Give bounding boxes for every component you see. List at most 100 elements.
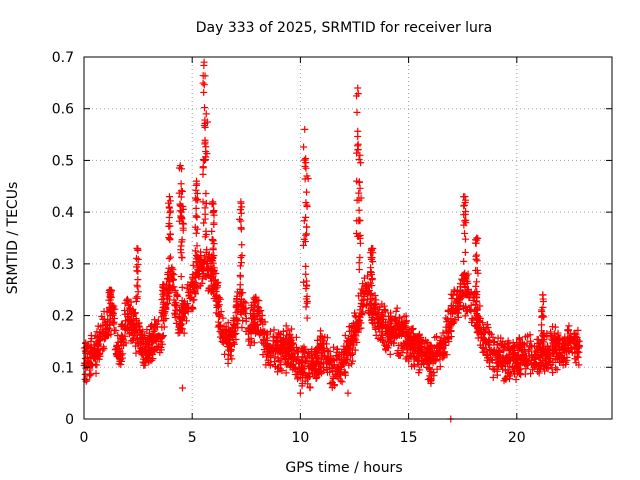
data-point xyxy=(554,340,562,348)
data-point xyxy=(461,269,469,277)
data-point xyxy=(430,368,438,376)
data-point xyxy=(360,274,368,282)
data-point xyxy=(117,360,125,368)
data-point xyxy=(551,356,559,364)
data-point xyxy=(203,260,211,268)
data-point xyxy=(464,307,472,315)
data-point xyxy=(284,326,292,334)
data-point xyxy=(457,295,465,303)
data-point xyxy=(201,119,209,127)
data-point xyxy=(127,298,135,306)
data-point xyxy=(532,348,540,356)
data-point xyxy=(179,219,187,227)
data-point xyxy=(437,334,445,342)
data-point xyxy=(472,282,480,290)
data-point xyxy=(521,345,529,353)
data-point xyxy=(137,343,145,351)
data-point xyxy=(270,358,278,366)
data-point xyxy=(193,213,201,221)
data-point xyxy=(360,289,368,297)
data-point xyxy=(133,294,141,302)
data-point xyxy=(375,322,383,330)
data-point xyxy=(214,278,222,286)
data-point xyxy=(401,343,409,351)
data-point xyxy=(522,352,530,360)
data-point xyxy=(364,309,372,317)
data-point xyxy=(87,344,95,352)
data-point xyxy=(141,346,149,354)
data-point xyxy=(461,312,469,320)
data-point xyxy=(547,328,555,336)
data-point xyxy=(192,258,200,266)
data-point xyxy=(293,370,301,378)
data-point xyxy=(154,342,162,350)
data-point xyxy=(354,146,362,154)
data-point xyxy=(177,180,185,188)
data-point xyxy=(100,345,108,353)
data-point xyxy=(303,281,311,289)
data-point xyxy=(357,324,365,332)
data-point xyxy=(200,88,208,96)
data-point xyxy=(353,92,361,100)
data-point xyxy=(409,325,417,333)
data-point xyxy=(508,363,516,371)
data-point xyxy=(207,282,215,290)
data-point xyxy=(109,319,117,327)
data-point xyxy=(299,374,307,382)
data-point xyxy=(238,324,246,332)
data-point xyxy=(333,364,341,372)
data-point xyxy=(242,304,250,312)
data-point xyxy=(225,343,233,351)
data-point xyxy=(371,292,379,300)
data-point xyxy=(296,389,304,397)
data-point xyxy=(277,358,285,366)
data-point xyxy=(164,299,172,307)
data-point xyxy=(224,319,232,327)
data-point xyxy=(368,275,376,283)
data-point xyxy=(321,333,329,341)
data-point xyxy=(296,363,304,371)
data-point xyxy=(441,348,449,356)
x-axis-label: GPS time / hours xyxy=(285,460,402,476)
data-point xyxy=(260,327,268,335)
data-point xyxy=(238,251,246,259)
data-point xyxy=(270,326,278,334)
data-point xyxy=(115,352,123,360)
data-point xyxy=(527,342,535,350)
data-point xyxy=(210,219,218,227)
data-point xyxy=(500,354,508,362)
data-point xyxy=(200,157,208,165)
data-point xyxy=(372,296,380,304)
data-point xyxy=(474,327,482,335)
data-point xyxy=(178,283,186,291)
data-point xyxy=(386,324,394,332)
data-point xyxy=(184,288,192,296)
data-point xyxy=(117,323,125,331)
data-point xyxy=(447,305,455,313)
data-point xyxy=(166,230,174,238)
data-point xyxy=(285,336,293,344)
data-point xyxy=(172,299,180,307)
data-point xyxy=(238,203,246,211)
data-point xyxy=(458,275,466,283)
y-tick-label: 0.6 xyxy=(52,102,74,118)
data-point xyxy=(177,273,185,281)
data-point xyxy=(538,336,546,344)
data-point xyxy=(237,217,245,225)
data-point xyxy=(347,335,355,343)
data-point xyxy=(476,302,484,310)
data-point xyxy=(312,375,320,383)
data-point xyxy=(183,304,191,312)
data-point xyxy=(305,369,313,377)
data-point xyxy=(171,309,179,317)
data-point xyxy=(274,368,282,376)
data-point xyxy=(197,248,205,256)
y-tick-label: 0.1 xyxy=(52,360,74,376)
data-point xyxy=(134,283,142,291)
data-point xyxy=(132,254,140,262)
data-point xyxy=(354,84,362,92)
data-point xyxy=(439,329,447,337)
data-point xyxy=(123,296,131,304)
data-point xyxy=(460,202,468,210)
data-point xyxy=(302,231,310,239)
